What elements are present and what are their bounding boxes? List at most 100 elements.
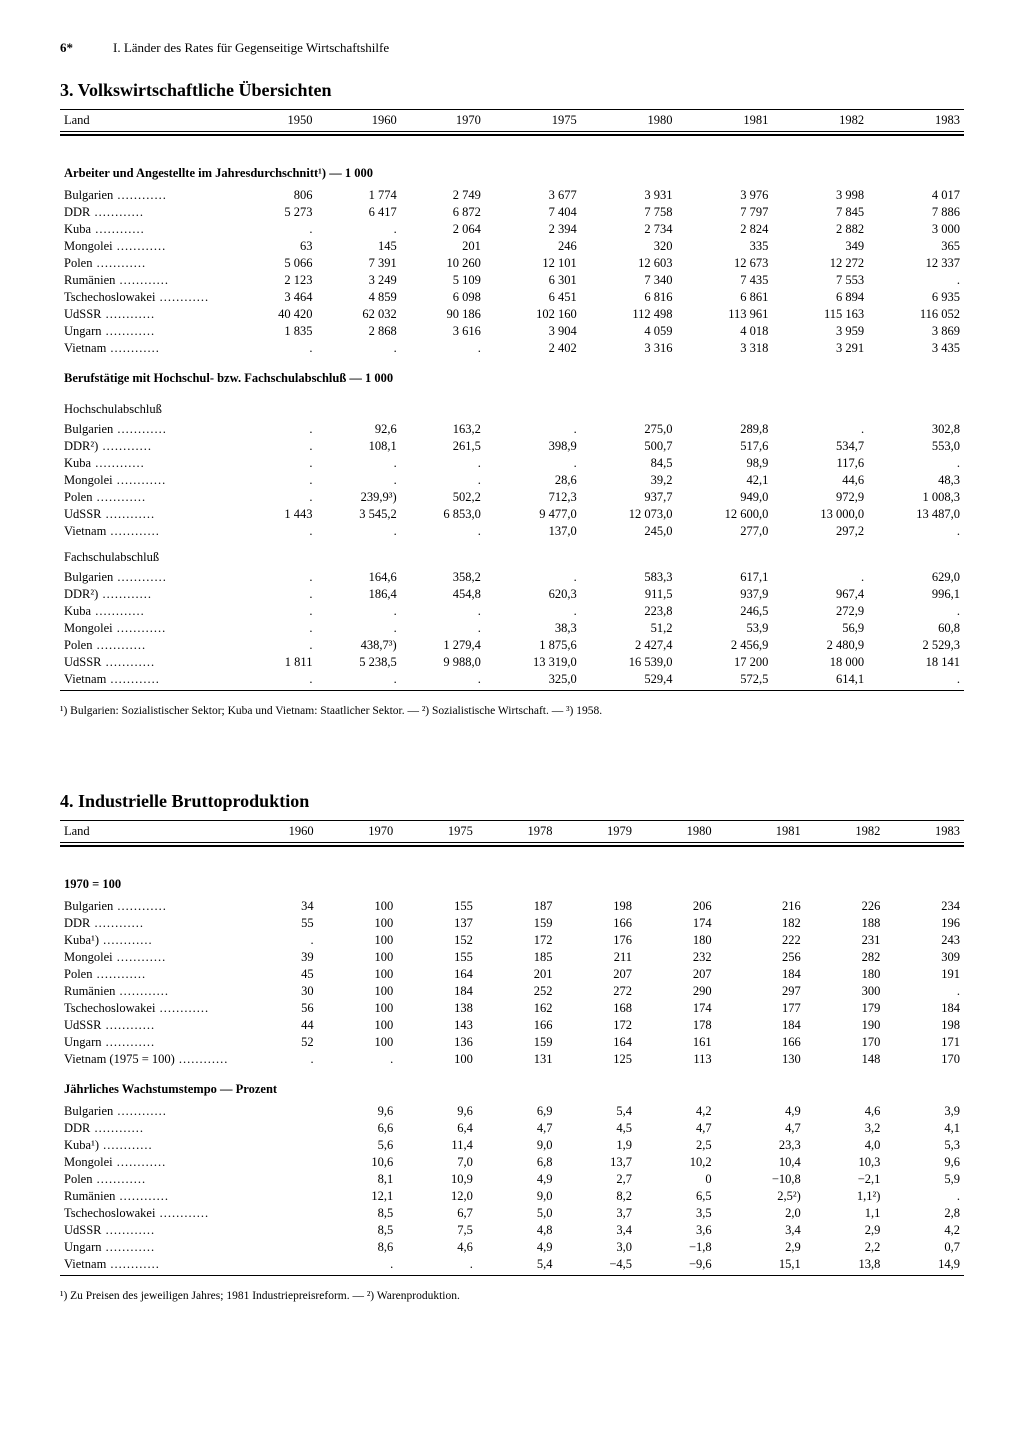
value-cell: 8,2 bbox=[556, 1188, 636, 1205]
value-cell: 3 959 bbox=[772, 323, 868, 340]
land-cell: Vietnam bbox=[60, 1256, 238, 1273]
table-row: Kuba..2 0642 3942 7342 8242 8823 000 bbox=[60, 221, 964, 238]
value-cell: . bbox=[316, 671, 400, 688]
value-cell: 12 603 bbox=[581, 255, 677, 272]
col-year: 1983 bbox=[868, 112, 964, 129]
value-cell: . bbox=[238, 340, 316, 357]
value-cell: 8,5 bbox=[318, 1222, 398, 1239]
footnote-s4: ¹) Zu Preisen des jeweiligen Jahres; 198… bbox=[60, 1288, 964, 1304]
value-cell: 56 bbox=[238, 1000, 318, 1017]
value-cell: 572,5 bbox=[677, 671, 773, 688]
value-cell: . bbox=[485, 569, 581, 586]
value-cell: 137,0 bbox=[485, 523, 581, 540]
value-cell: −1,8 bbox=[636, 1239, 716, 1256]
value-cell: 302,8 bbox=[868, 421, 964, 438]
value-cell: . bbox=[397, 1256, 477, 1273]
land-cell: Vietnam bbox=[60, 340, 238, 357]
land-cell: DDR bbox=[60, 915, 238, 932]
value-cell: 18 141 bbox=[868, 654, 964, 671]
value-cell: 223,8 bbox=[581, 603, 677, 620]
land-cell: Rumänien bbox=[60, 272, 238, 289]
land-cell: Mongolei bbox=[60, 238, 238, 255]
land-cell: DDR bbox=[60, 1120, 238, 1137]
value-cell: 42,1 bbox=[677, 472, 773, 489]
table-row: Rumänien2 1233 2495 1096 3017 3407 4357 … bbox=[60, 272, 964, 289]
value-cell: 7 404 bbox=[485, 204, 581, 221]
value-cell: 38,3 bbox=[485, 620, 581, 637]
table-row: Bulgarien34100155187198206216226234 bbox=[60, 898, 964, 915]
table-section3: Land19501960197019751980198119821983 Arb… bbox=[60, 112, 964, 688]
value-cell: 2 123 bbox=[238, 272, 316, 289]
value-cell: 972,9 bbox=[772, 489, 868, 506]
value-cell: . bbox=[316, 472, 400, 489]
value-cell: 2 529,3 bbox=[868, 637, 964, 654]
value-cell: 45 bbox=[238, 966, 318, 983]
value-cell: 3,0 bbox=[556, 1239, 636, 1256]
value-cell: 2 402 bbox=[485, 340, 581, 357]
value-cell: 207 bbox=[636, 966, 716, 983]
table-row: DDR²).186,4454,8620,3911,5937,9967,4996,… bbox=[60, 586, 964, 603]
value-cell: . bbox=[868, 671, 964, 688]
value-cell: 620,3 bbox=[485, 586, 581, 603]
value-cell: 198 bbox=[556, 898, 636, 915]
table-row: DDR55100137159166174182188196 bbox=[60, 915, 964, 932]
value-cell: 6 301 bbox=[485, 272, 581, 289]
value-cell: 6,4 bbox=[397, 1120, 477, 1137]
value-cell: 7 845 bbox=[772, 204, 868, 221]
value-cell: 100 bbox=[318, 898, 398, 915]
value-cell: 63 bbox=[238, 238, 316, 255]
value-cell: 4 018 bbox=[677, 323, 773, 340]
value-cell: . bbox=[485, 455, 581, 472]
value-cell: 184 bbox=[716, 966, 805, 983]
value-cell: 155 bbox=[397, 949, 477, 966]
value-cell: 3,6 bbox=[636, 1222, 716, 1239]
value-cell: 170 bbox=[884, 1051, 964, 1068]
value-cell: 164 bbox=[556, 1034, 636, 1051]
value-cell: 100 bbox=[397, 1051, 477, 1068]
table-row: Rumänien30100184252272290297300. bbox=[60, 983, 964, 1000]
subheading: Arbeiter und Angestellte im Jahresdurchs… bbox=[60, 152, 964, 187]
value-cell: 309 bbox=[884, 949, 964, 966]
chapter-title: I. Länder des Rates für Gegenseitige Wir… bbox=[113, 40, 389, 56]
value-cell: 12 272 bbox=[772, 255, 868, 272]
value-cell: 7 758 bbox=[581, 204, 677, 221]
value-cell: 6 872 bbox=[401, 204, 485, 221]
value-cell: 949,0 bbox=[677, 489, 773, 506]
value-cell: . bbox=[238, 221, 316, 238]
value-cell: 6,5 bbox=[636, 1188, 716, 1205]
value-cell: 112 498 bbox=[581, 306, 677, 323]
value-cell: 1 443 bbox=[238, 506, 316, 523]
value-cell: 6 853,0 bbox=[401, 506, 485, 523]
land-cell: Rumänien bbox=[60, 983, 238, 1000]
value-cell: 325,0 bbox=[485, 671, 581, 688]
page-header: 6* I. Länder des Rates für Gegenseitige … bbox=[60, 40, 964, 56]
value-cell: 3 318 bbox=[677, 340, 773, 357]
land-cell: Polen bbox=[60, 255, 238, 272]
value-cell: . bbox=[238, 637, 316, 654]
value-cell: 7 391 bbox=[316, 255, 400, 272]
footnote-s3: ¹) Bulgarien: Sozialistischer Sektor; Ku… bbox=[60, 703, 964, 719]
land-cell: Mongolei bbox=[60, 949, 238, 966]
value-cell: 8,1 bbox=[318, 1171, 398, 1188]
value-cell: 231 bbox=[805, 932, 885, 949]
value-cell: 201 bbox=[401, 238, 485, 255]
value-cell: 161 bbox=[636, 1034, 716, 1051]
value-cell: 246,5 bbox=[677, 603, 773, 620]
table-row: Kuba¹).100152172176180222231243 bbox=[60, 932, 964, 949]
value-cell: 117,6 bbox=[772, 455, 868, 472]
value-cell: 243 bbox=[884, 932, 964, 949]
value-cell: . bbox=[884, 983, 964, 1000]
value-cell: . bbox=[772, 421, 868, 438]
value-cell: 201 bbox=[477, 966, 557, 983]
value-cell: 10 260 bbox=[401, 255, 485, 272]
value-cell: 187 bbox=[477, 898, 557, 915]
value-cell: 34 bbox=[238, 898, 318, 915]
value-cell: 7 553 bbox=[772, 272, 868, 289]
value-cell: 196 bbox=[884, 915, 964, 932]
value-cell: 191 bbox=[884, 966, 964, 983]
land-cell: Bulgarien bbox=[60, 898, 238, 915]
col-year: 1950 bbox=[238, 112, 316, 129]
value-cell: 3 904 bbox=[485, 323, 581, 340]
value-cell: 145 bbox=[316, 238, 400, 255]
value-cell: 1,9 bbox=[556, 1137, 636, 1154]
